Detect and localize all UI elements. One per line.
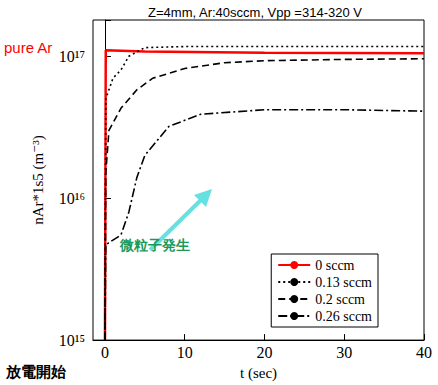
svg-text:0 sccm: 0 sccm [315,258,354,273]
svg-text:10: 10 [177,344,193,361]
svg-text:40: 40 [416,344,432,361]
svg-text:Z=4mm, Ar:40sccm, Vpp =314-320: Z=4mm, Ar:40sccm, Vpp =314-320 V [148,5,362,20]
svg-text:0.13 sccm: 0.13 sccm [315,275,372,290]
svg-text:30: 30 [336,344,352,361]
svg-text:nAr*1s5 (m⁻³): nAr*1s5 (m⁻³) [30,135,47,225]
svg-text:0.2 sccm: 0.2 sccm [315,292,365,307]
svg-text:10¹⁵: 10¹⁵ [59,332,85,349]
svg-text:0.26 sccm: 0.26 sccm [315,309,372,324]
svg-text:10¹⁶: 10¹⁶ [59,190,85,207]
svg-text:t (sec): t (sec) [240,365,277,382]
svg-text:20: 20 [256,344,272,361]
svg-text:10¹⁷: 10¹⁷ [59,48,85,65]
svg-text:pure Ar: pure Ar [4,39,52,56]
svg-text:放電開始: 放電開始 [5,363,67,380]
svg-text:0: 0 [101,344,109,361]
svg-text:微粒子発生: 微粒子発生 [119,237,190,253]
